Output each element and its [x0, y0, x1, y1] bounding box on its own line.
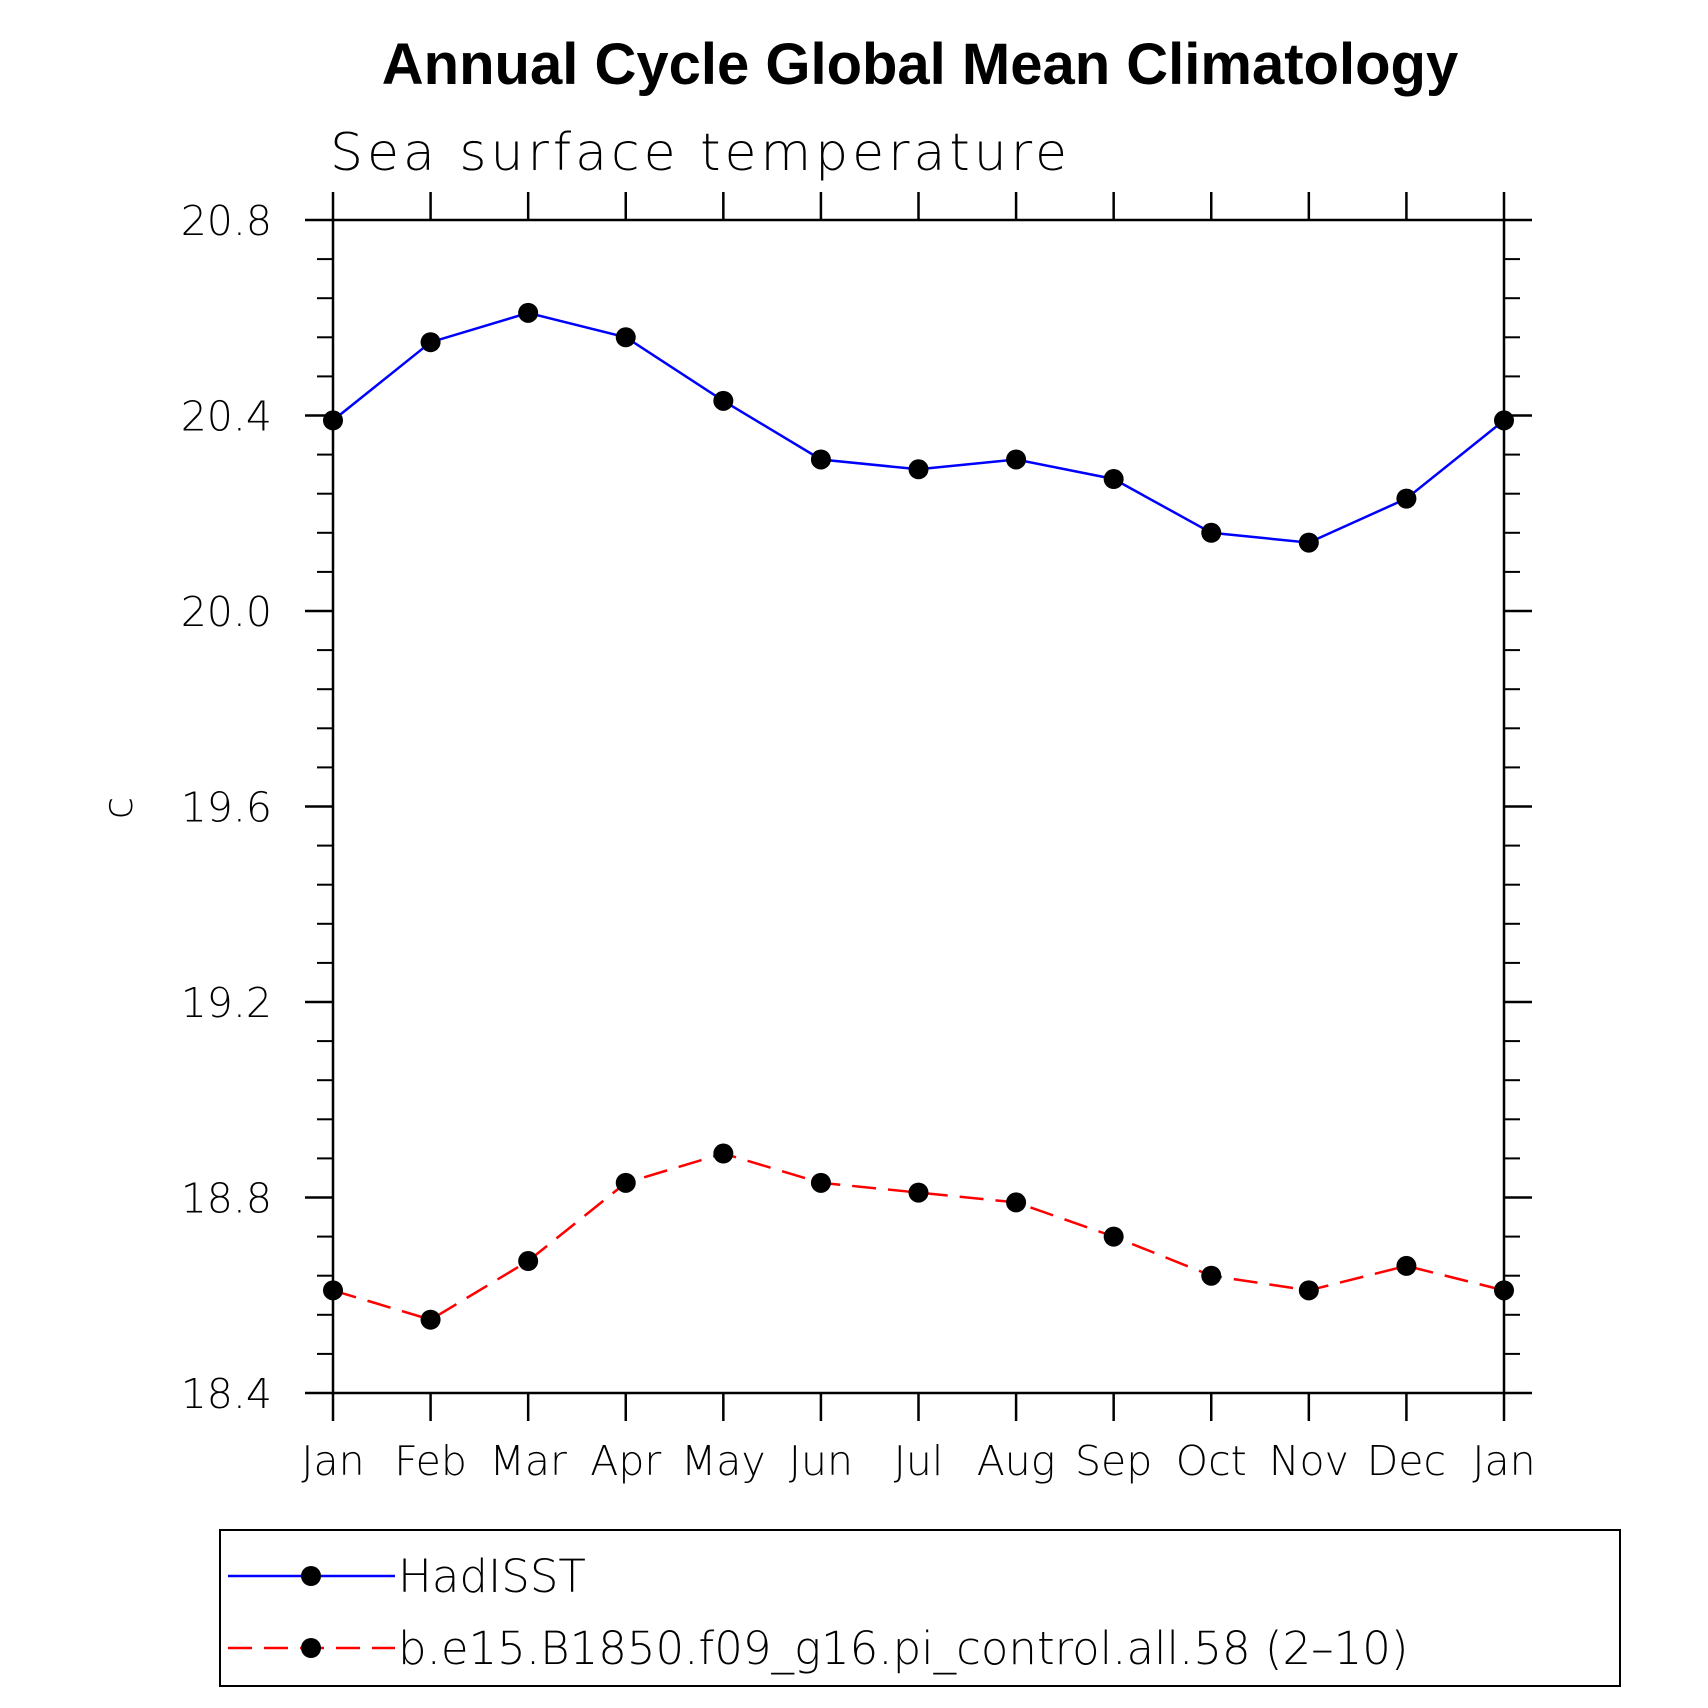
data-point: [1298, 1280, 1319, 1301]
plot-frame: [331, 218, 1506, 1395]
legend: HadISST b.e15.B1850.f09_g16.pi_control.al…: [219, 1529, 1621, 1687]
x-tick-label: Nov: [1269, 1437, 1349, 1485]
data-point: [420, 1309, 441, 1330]
x-tick-label: Aug: [977, 1437, 1056, 1485]
data-point: [908, 1182, 929, 1203]
data-point: [810, 1172, 831, 1193]
x-tick-label: Jul: [894, 1437, 943, 1485]
x-tick-label: Mar: [489, 1437, 566, 1485]
x-tick-label: May: [681, 1437, 766, 1485]
series-line-0: [332, 311, 1505, 544]
data-point: [615, 327, 636, 348]
legend-box: [219, 1529, 1621, 1687]
x-tick-label: Jan: [301, 1437, 364, 1485]
x-tick-label: Oct: [1176, 1437, 1247, 1485]
data-point: [1103, 469, 1124, 490]
data-point: [1396, 1255, 1417, 1276]
legend-marker-0: [301, 1566, 321, 1586]
data-point: [1006, 1192, 1027, 1213]
data-point: [1006, 449, 1027, 470]
series-line-1: [332, 1152, 1505, 1322]
data-point: [713, 390, 734, 411]
legend-label-0: HadISST: [398, 1550, 586, 1603]
data-point: [1201, 1265, 1222, 1286]
legend-marker-1: [301, 1638, 321, 1658]
data-point: [1494, 410, 1514, 431]
x-tick-label: Jun: [789, 1437, 853, 1485]
x-tick-label: Feb: [394, 1437, 467, 1485]
x-tick-label: Sep: [1075, 1437, 1152, 1485]
data-point: [1396, 488, 1417, 509]
x-tick-label: Apr: [590, 1437, 661, 1485]
y-tick-label: 19.6: [181, 784, 272, 832]
x-tick-label: Jan: [1472, 1437, 1535, 1485]
series-layer: [323, 302, 1514, 1330]
y-tick-label: 19.2: [181, 979, 272, 1027]
data-point: [323, 410, 343, 431]
data-point: [810, 449, 831, 470]
data-point: [518, 1251, 539, 1272]
data-point: [615, 1172, 636, 1193]
data-point: [1103, 1226, 1124, 1247]
data-point: [1494, 1280, 1514, 1301]
y-tick-label: 18.4: [181, 1370, 272, 1418]
y-tick-label: 20.0: [181, 588, 272, 636]
chart-subtitle: Sea surface temperature: [330, 123, 1071, 183]
legend-label-1: b.e15.B1850.f09_g16.pi_control.all.58 (2…: [398, 1622, 1408, 1675]
x-tick-label: Dec: [1367, 1437, 1446, 1485]
data-point: [1298, 532, 1319, 553]
data-point: [1201, 522, 1222, 543]
y-tick-label: 20.4: [181, 393, 272, 441]
y-tick-label: 20.8: [181, 197, 272, 245]
data-point: [420, 332, 441, 353]
y-axis-label: c: [94, 797, 142, 820]
plot-axes: Jan Feb Mar Apr May Jun Jul Aug Sep Oct Nov Dec Jan 1…: [181, 192, 1536, 1485]
data-point: [323, 1280, 343, 1301]
data-point: [713, 1143, 734, 1164]
data-point: [908, 459, 929, 480]
chart-title: Annual Cycle Global Mean Climatology: [382, 32, 1458, 97]
data-point: [518, 302, 539, 323]
y-tick-label: 18.8: [181, 1175, 272, 1223]
